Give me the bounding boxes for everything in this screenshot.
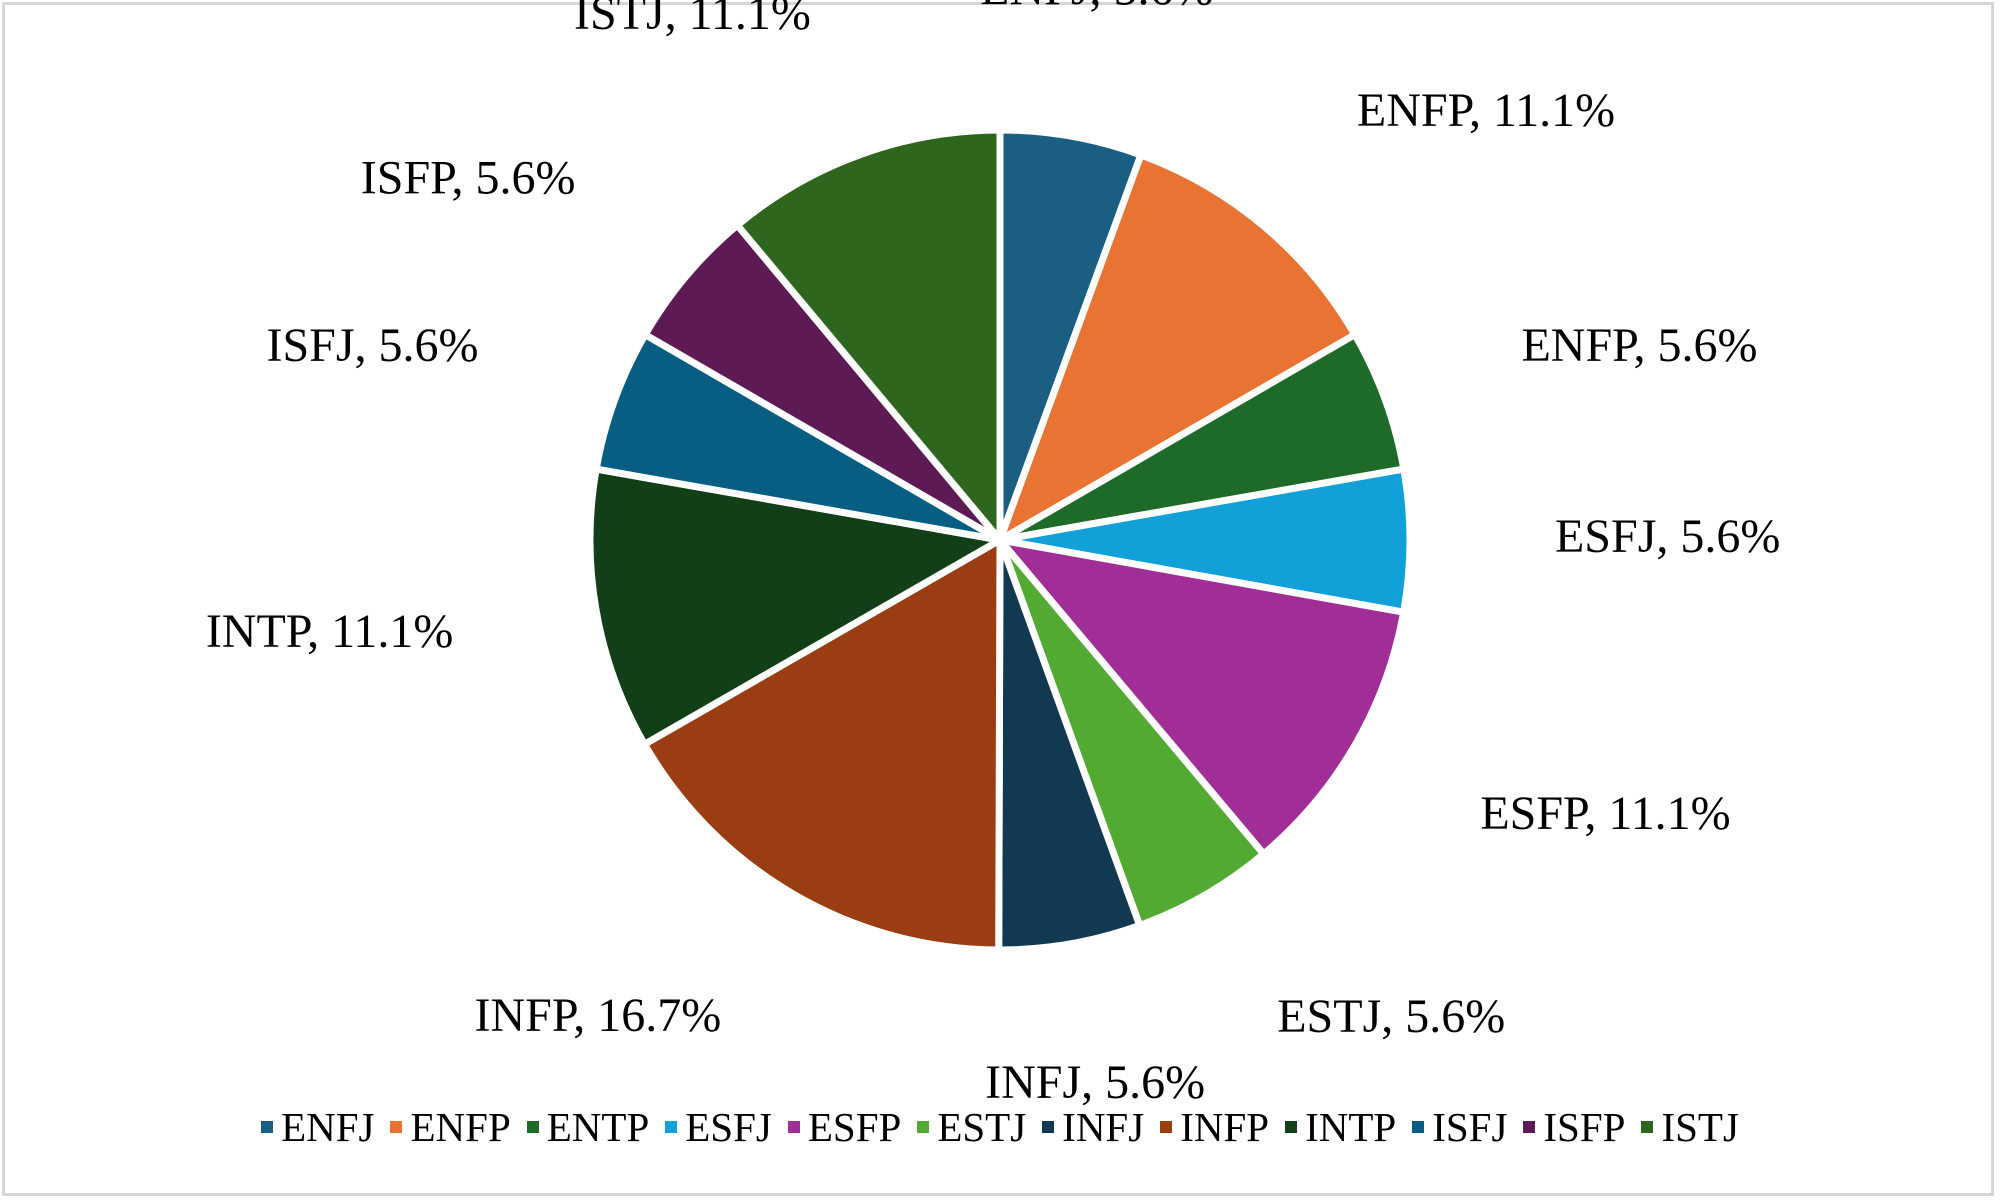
legend-label: INTP — [1305, 1104, 1397, 1150]
legend-swatch — [1523, 1121, 1536, 1133]
pie-label-infj: INFJ, 5.6% — [985, 1056, 1205, 1109]
legend-item-esfj: ESFJ — [665, 1103, 772, 1151]
pie-label-estj: ESTJ, 5.6% — [1277, 990, 1505, 1043]
chart-legend: ENFJ ENFP ENTP ESFJ ESFP ESTJ INFJ INFP INTP ISFJ… — [0, 1102, 2000, 1152]
legend-item-isfp: ISFP — [1523, 1103, 1625, 1151]
legend-label: ENTP — [546, 1104, 650, 1150]
pie-label-isfj: ISFJ, 5.6% — [266, 319, 478, 372]
pie-slice-enfp — [996, 151, 1359, 544]
legend-swatch — [1285, 1121, 1298, 1133]
legend-label: ESFJ — [685, 1104, 772, 1150]
legend-swatch — [1160, 1121, 1173, 1133]
legend-item-infp: INFP — [1160, 1103, 1269, 1151]
pie-label-isfp: ISFP, 5.6% — [361, 151, 576, 204]
legend-item-entp: ENTP — [526, 1103, 650, 1151]
legend-label: INFJ — [1062, 1104, 1145, 1150]
pie-slices — [586, 126, 1414, 954]
legend-swatch — [917, 1121, 930, 1133]
legend-swatch — [787, 1121, 800, 1133]
legend-label: ESTJ — [937, 1104, 1027, 1150]
legend-item-istj: ISTJ — [1641, 1103, 1739, 1151]
legend-label: ISTJ — [1661, 1104, 1739, 1150]
legend-swatch — [526, 1121, 539, 1133]
legend-item-infj: INFJ — [1042, 1103, 1144, 1151]
legend-swatch — [1412, 1121, 1425, 1133]
pie-labels: ENFJ, 5.6% ENFP, 11.1% ENFP, 5.6% ESFJ, 5.6… — [206, 0, 1781, 1109]
legend-swatch — [390, 1121, 403, 1133]
legend-swatch — [1641, 1121, 1654, 1133]
pie-slice-intp — [586, 465, 1004, 748]
legend-label: ISFJ — [1432, 1104, 1508, 1150]
legend-label: ISFP — [1543, 1104, 1626, 1150]
pie-label-esfp: ESFP, 11.1% — [1480, 787, 1730, 840]
pie-label-esfj: ESFJ, 5.6% — [1555, 510, 1780, 563]
pie-label-enfj: ENFJ, 5.6% — [980, 0, 1213, 16]
legend-label: ENFJ — [281, 1104, 375, 1150]
pie-label-infp: INFP, 16.7% — [475, 989, 722, 1042]
legend-item-esfp: ESFP — [787, 1103, 902, 1151]
legend-swatch — [665, 1121, 678, 1133]
legend-swatch — [261, 1121, 274, 1133]
legend-item-intp: INTP — [1285, 1103, 1396, 1151]
legend-label: INFP — [1180, 1104, 1270, 1150]
legend-item-isfj: ISFJ — [1412, 1103, 1507, 1151]
legend-label: ESFP — [807, 1104, 902, 1150]
legend-swatch — [1042, 1121, 1055, 1133]
legend-item-enfj: ENFJ — [261, 1103, 374, 1151]
pie-label-enfp: ENFP, 11.1% — [1357, 84, 1615, 137]
pie-slice-infp — [641, 536, 1004, 954]
legend-item-enfp: ENFP — [390, 1103, 511, 1151]
pie-label-entp: ENFP, 5.6% — [1521, 319, 1757, 372]
pie-slice-esfp — [996, 536, 1408, 858]
pie-label-istj: ISTJ, 11.1% — [574, 0, 811, 40]
pie-label-intp: INTP, 11.1% — [206, 605, 454, 658]
legend-item-estj: ESTJ — [917, 1103, 1026, 1151]
pie-slice-istj — [733, 126, 1004, 544]
legend-label: ENFP — [410, 1104, 511, 1150]
